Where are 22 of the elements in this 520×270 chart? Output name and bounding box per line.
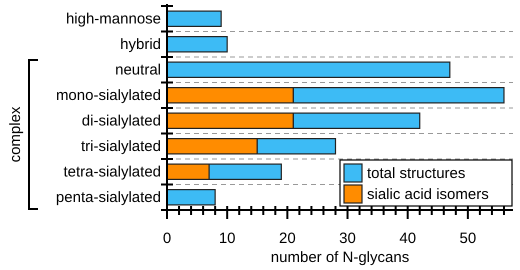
bar: [166, 10, 222, 27]
x-axis-title: number of N-glycans: [270, 249, 410, 266]
y-tick-label: high-mannose: [66, 10, 161, 28]
y-tick-label: mono-sialylated: [56, 87, 161, 104]
y-tick-label: tri-sialylated: [80, 138, 161, 156]
bar: [166, 189, 216, 206]
bar: [166, 62, 450, 78]
y-tick-label: penta-sialylated: [56, 189, 161, 206]
bar: [166, 36, 228, 52]
y-tick-label: tetra-sialylated: [63, 164, 161, 181]
y-tick-label: neutral: [115, 62, 161, 79]
text: complex: [7, 106, 24, 162]
x-tick-label: 30: [339, 230, 356, 247]
y-tick-label: di-sialylated: [82, 112, 161, 130]
y-tick-label: hybrid: [120, 36, 161, 54]
legend-label: sialic acid isomers: [367, 186, 489, 203]
x-tick-label: 50: [460, 230, 476, 247]
x-tick-label: 40: [399, 230, 416, 247]
x-tick-label: 20: [279, 230, 296, 247]
x-tick-label: 0: [162, 230, 172, 247]
legend-label: total structures: [367, 165, 466, 182]
x-tick-label: 10: [218, 230, 236, 247]
